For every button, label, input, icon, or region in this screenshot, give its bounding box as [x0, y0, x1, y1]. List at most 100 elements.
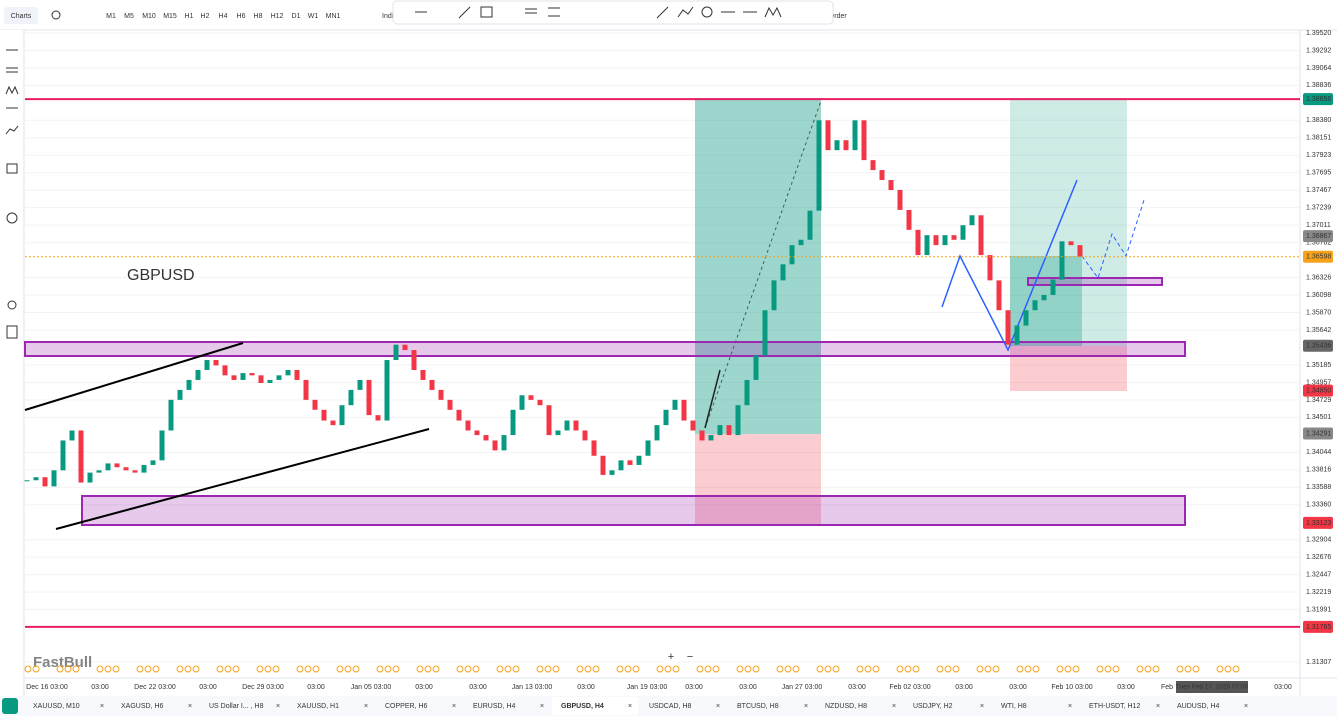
event-icon[interactable]	[1024, 665, 1032, 673]
event-icon[interactable]	[1152, 665, 1160, 673]
event-icon[interactable]	[944, 665, 952, 673]
timeframe[interactable]: D1	[292, 13, 301, 20]
tab[interactable]: XAUUSD, H1	[297, 703, 339, 710]
tab-close[interactable]: ×	[452, 703, 456, 710]
event-icon[interactable]	[432, 665, 440, 673]
event-icon[interactable]	[576, 665, 584, 673]
tab[interactable]: GBPUSD, H4	[561, 703, 604, 710]
event-icon[interactable]	[504, 665, 512, 673]
event-icon[interactable]	[136, 665, 144, 673]
charts-button[interactable]	[4, 7, 38, 24]
event-icon[interactable]	[856, 665, 864, 673]
order-label[interactable]: e Order	[823, 13, 847, 20]
event-icon[interactable]	[552, 665, 560, 673]
event-icon[interactable]	[464, 665, 472, 673]
event-icon[interactable]	[32, 665, 40, 673]
timeframe[interactable]: H1	[185, 13, 194, 20]
event-icon[interactable]	[1104, 665, 1112, 673]
event-icon[interactable]	[952, 665, 960, 673]
timeframe[interactable]: H4	[219, 13, 228, 20]
event-icon[interactable]	[816, 665, 824, 673]
tab-close[interactable]: ×	[804, 703, 808, 710]
event-icon[interactable]	[176, 665, 184, 673]
event-icon[interactable]	[472, 665, 480, 673]
tab[interactable]: EURUSD, H4	[473, 703, 516, 710]
event-icon[interactable]	[784, 665, 792, 673]
timeframe[interactable]: H12	[271, 13, 284, 20]
tab-close[interactable]: ×	[188, 703, 192, 710]
event-icon[interactable]	[192, 665, 200, 673]
timeframe[interactable]: H2	[201, 13, 210, 20]
timeframe[interactable]: H8	[254, 13, 263, 20]
event-icon[interactable]	[752, 665, 760, 673]
event-icon[interactable]	[1224, 665, 1232, 673]
tab[interactable]: NZDUSD, H8	[825, 703, 867, 710]
timeframe[interactable]: W1	[308, 13, 319, 20]
event-icon[interactable]	[824, 665, 832, 673]
event-icon[interactable]	[104, 665, 112, 673]
event-icon[interactable]	[456, 665, 464, 673]
event-icon[interactable]	[1112, 665, 1120, 673]
event-icon[interactable]	[632, 665, 640, 673]
event-icon[interactable]	[72, 665, 80, 673]
event-icon[interactable]	[1032, 665, 1040, 673]
tab[interactable]: XAUUSD, M10	[33, 703, 80, 710]
tab-close[interactable]: ×	[100, 703, 104, 710]
event-icon[interactable]	[736, 665, 744, 673]
event-icon[interactable]	[584, 665, 592, 673]
tab-close[interactable]: ×	[980, 703, 984, 710]
event-icon[interactable]	[992, 665, 1000, 673]
event-icon[interactable]	[1064, 665, 1072, 673]
event-icon[interactable]	[872, 665, 880, 673]
event-icon[interactable]	[384, 665, 392, 673]
tab-close[interactable]: ×	[1156, 703, 1160, 710]
event-icon[interactable]	[1184, 665, 1192, 673]
event-icon[interactable]	[1232, 665, 1240, 673]
tab[interactable]: XAGUSD, H6	[121, 703, 164, 710]
event-icon[interactable]	[1192, 665, 1200, 673]
event-icon[interactable]	[496, 665, 504, 673]
indicators-label[interactable]: Indi	[382, 13, 394, 20]
event-icon[interactable]	[296, 665, 304, 673]
event-icon[interactable]	[64, 665, 72, 673]
event-icon[interactable]	[336, 665, 344, 673]
event-icon[interactable]	[256, 665, 264, 673]
event-icon[interactable]	[112, 665, 120, 673]
tab[interactable]: USDJPY, H2	[913, 703, 953, 710]
zoom-in[interactable]	[664, 650, 678, 664]
event-icon[interactable]	[984, 665, 992, 673]
event-icon[interactable]	[592, 665, 600, 673]
tab-close[interactable]: ×	[716, 703, 720, 710]
event-icon[interactable]	[272, 665, 280, 673]
event-icon[interactable]	[616, 665, 624, 673]
event-icon[interactable]	[96, 665, 104, 673]
event-icon[interactable]	[1016, 665, 1024, 673]
event-icon[interactable]	[392, 665, 400, 673]
event-icon[interactable]	[536, 665, 544, 673]
event-icon[interactable]	[656, 665, 664, 673]
event-icon[interactable]	[352, 665, 360, 673]
event-icon[interactable]	[832, 665, 840, 673]
event-icon[interactable]	[1136, 665, 1144, 673]
tab[interactable]: ETH-USDT, H12	[1089, 703, 1140, 710]
event-icon[interactable]	[776, 665, 784, 673]
event-icon[interactable]	[512, 665, 520, 673]
tab[interactable]: USDCAD, H8	[649, 703, 692, 710]
event-icon[interactable]	[56, 665, 64, 673]
left-tools[interactable]	[5, 49, 19, 339]
zoom-out-label[interactable]: −	[687, 651, 693, 663]
event-icon[interactable]	[232, 665, 240, 673]
tab-close[interactable]: ×	[540, 703, 544, 710]
event-icon[interactable]	[672, 665, 680, 673]
timeframe[interactable]: H6	[237, 13, 246, 20]
event-icon[interactable]	[184, 665, 192, 673]
event-icon[interactable]	[144, 665, 152, 673]
event-icon[interactable]	[624, 665, 632, 673]
event-icon[interactable]	[344, 665, 352, 673]
star-button[interactable]	[2, 698, 18, 714]
timeframe[interactable]: M10	[142, 13, 156, 20]
event-icon[interactable]	[376, 665, 384, 673]
tab-close[interactable]: ×	[364, 703, 368, 710]
event-icon[interactable]	[424, 665, 432, 673]
drawing-tools[interactable]	[415, 6, 782, 19]
